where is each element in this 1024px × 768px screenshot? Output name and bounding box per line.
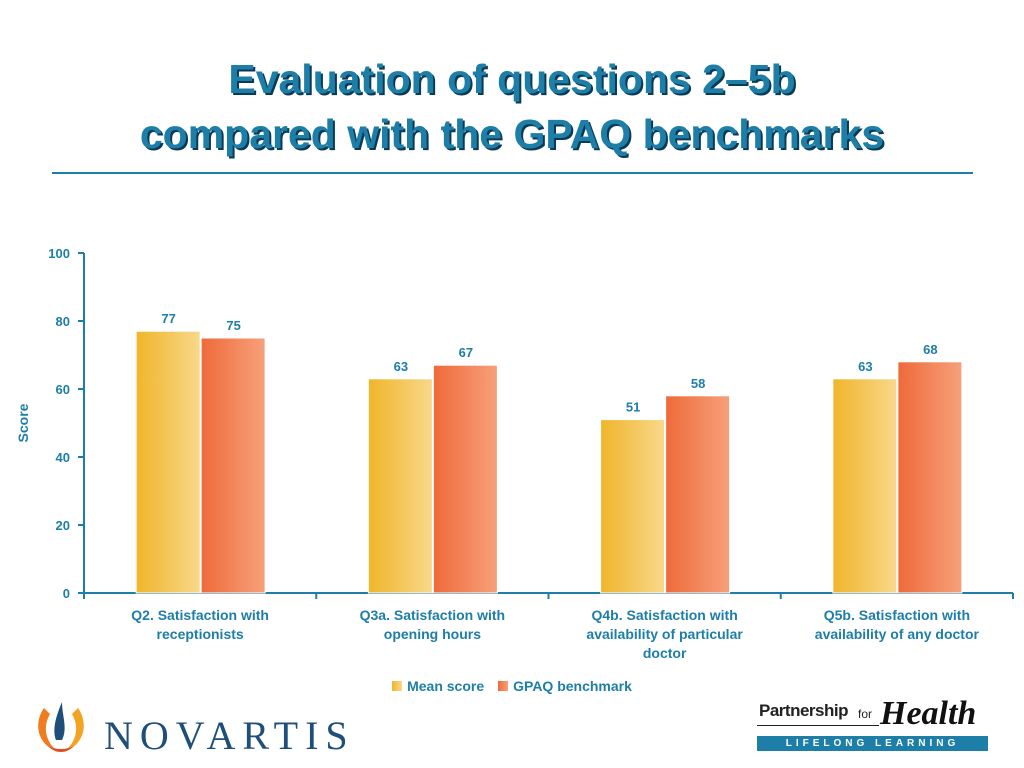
bar-data-label: 51 — [626, 400, 640, 415]
novartis-flame-icon — [38, 702, 84, 752]
title-divider — [52, 172, 973, 174]
bar-mean-score — [600, 419, 666, 594]
bar-mean-score — [367, 378, 433, 594]
y-tick-label: 60 — [56, 382, 70, 397]
slide-title-line2: compared with the GPAQ benchmarks — [139, 111, 885, 157]
x-category-label: opening hours — [384, 626, 481, 642]
bar-chart: 0 20 40 60 80 100 Score 77 75 Q2. Satisfaction wi… — [15, 246, 1014, 661]
bar-data-label: 68 — [923, 342, 937, 357]
pfh-for-text: for — [858, 707, 873, 721]
slide-title: Evaluation of questions 2–5b compared wi… — [0, 52, 1024, 162]
y-tick-label: 80 — [56, 314, 70, 329]
x-category-label: receptionists — [157, 626, 244, 642]
legend-swatch-mean-score — [392, 681, 403, 691]
pfh-rule — [757, 725, 879, 726]
bar-data-label: 77 — [161, 311, 175, 326]
y-tick-label: 40 — [56, 450, 70, 465]
y-axis-label: Score — [15, 403, 31, 442]
x-category-label: Q4b. Satisfaction with — [592, 607, 738, 623]
bar-gpaq-benchmark — [897, 361, 963, 594]
chart-legend: Mean score GPAQ benchmark — [0, 678, 1024, 694]
novartis-wordmark: NOVARTIS — [104, 713, 355, 758]
y-tick-label: 20 — [56, 518, 70, 533]
pfh-health-text: Health — [880, 695, 977, 732]
pfh-partnership-text: Partnership — [759, 701, 848, 720]
slide-title-line1: Evaluation of questions 2–5b — [228, 56, 796, 102]
y-tick-label: 100 — [48, 246, 70, 261]
legend-label-gpaq-benchmark: GPAQ benchmark — [513, 678, 632, 694]
legend-item-gpaq-benchmark: GPAQ benchmark — [498, 678, 632, 694]
y-tick-label: 0 — [63, 586, 70, 601]
legend-item-mean-score: Mean score — [392, 678, 484, 694]
x-category-label: Q5b. Satisfaction with — [824, 607, 970, 623]
bar-data-label: 63 — [858, 359, 872, 374]
x-category-label: doctor — [643, 645, 687, 661]
legend-swatch-gpaq-benchmark — [498, 681, 509, 691]
bar-data-label: 63 — [394, 359, 408, 374]
bar-data-label: 58 — [691, 376, 705, 391]
bar-gpaq-benchmark — [432, 364, 498, 594]
bar-mean-score — [832, 378, 898, 594]
x-category-label: availability of any doctor — [815, 626, 980, 642]
pfh-tagline: LIFELONG LEARNING — [757, 736, 988, 751]
bar-data-label: 67 — [459, 345, 473, 360]
bar-gpaq-benchmark — [665, 395, 731, 594]
partnership-for-health-logo: Partnership for Health LIFELONG LEARNING — [757, 695, 989, 753]
bar-data-label: 75 — [226, 318, 240, 333]
x-category-label: Q3a. Satisfaction with — [360, 607, 505, 623]
legend-label-mean-score: Mean score — [407, 678, 485, 694]
bar-gpaq-benchmark — [200, 337, 266, 594]
x-category-label: Q2. Satisfaction with — [131, 607, 269, 623]
x-category-label: availability of particular — [586, 626, 743, 642]
bar-mean-score — [135, 330, 201, 594]
